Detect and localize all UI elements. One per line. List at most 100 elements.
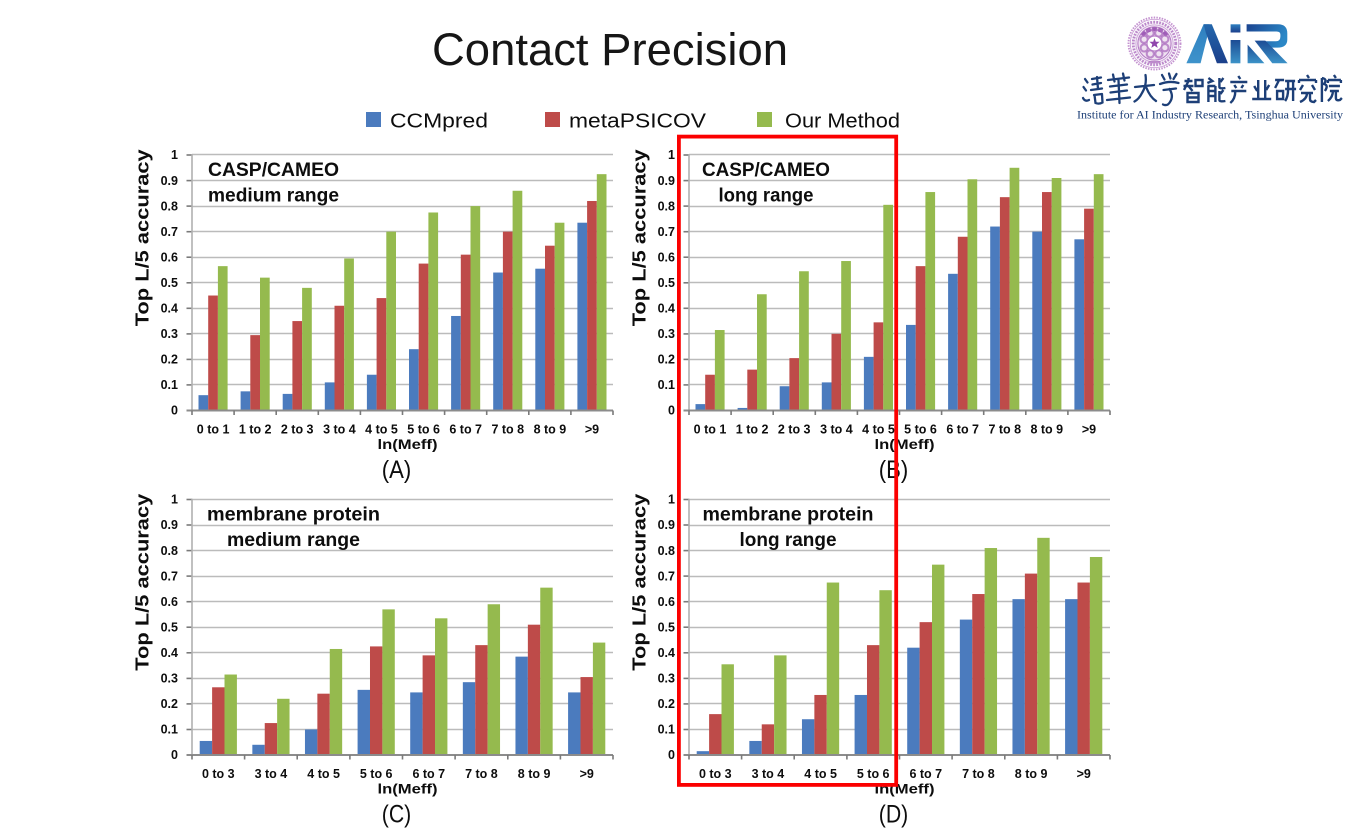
svg-text:8 to 9: 8 to 9 bbox=[1015, 767, 1048, 781]
svg-text:2 to 3: 2 to 3 bbox=[778, 423, 811, 437]
svg-text:6 to 7: 6 to 7 bbox=[412, 767, 445, 781]
svg-text:8 to 9: 8 to 9 bbox=[534, 423, 567, 437]
svg-text:0.9: 0.9 bbox=[161, 518, 178, 532]
svg-text:1: 1 bbox=[668, 148, 675, 162]
svg-text:0.2: 0.2 bbox=[161, 697, 178, 711]
svg-text:0.5: 0.5 bbox=[658, 621, 675, 635]
svg-text:0 to 1: 0 to 1 bbox=[197, 423, 230, 437]
svg-text:0.6: 0.6 bbox=[658, 595, 675, 609]
svg-text:0.2: 0.2 bbox=[658, 353, 675, 367]
svg-text:1 to 2: 1 to 2 bbox=[239, 423, 272, 437]
svg-text:0.3: 0.3 bbox=[658, 672, 675, 686]
svg-text:7 to 8: 7 to 8 bbox=[491, 423, 524, 437]
svg-text:0: 0 bbox=[668, 404, 675, 418]
svg-text:long range: long range bbox=[719, 185, 814, 207]
svg-text:0.1: 0.1 bbox=[658, 723, 675, 737]
svg-text:4 to 5: 4 to 5 bbox=[307, 767, 340, 781]
svg-text:0.9: 0.9 bbox=[161, 174, 178, 188]
svg-text:(C): (C) bbox=[382, 801, 412, 829]
svg-text:3 to 4: 3 to 4 bbox=[752, 767, 785, 781]
svg-text:0: 0 bbox=[668, 748, 675, 762]
svg-text:0.3: 0.3 bbox=[161, 327, 178, 341]
svg-text:Institute for AI Industry Rese: Institute for AI Industry Research, Tsin… bbox=[1077, 108, 1343, 122]
svg-text:0: 0 bbox=[171, 748, 178, 762]
svg-text:ln(Meff): ln(Meff) bbox=[378, 436, 438, 452]
svg-text:0.6: 0.6 bbox=[658, 250, 675, 264]
svg-text:0.4: 0.4 bbox=[658, 646, 675, 660]
svg-text:0.8: 0.8 bbox=[161, 544, 178, 558]
svg-text:5 to 6: 5 to 6 bbox=[904, 423, 937, 437]
svg-text:(D): (D) bbox=[879, 801, 909, 829]
svg-text:Contact Precision: Contact Precision bbox=[432, 24, 788, 75]
svg-text:CASP/CAMEO: CASP/CAMEO bbox=[208, 159, 339, 181]
svg-text:5 to 6: 5 to 6 bbox=[857, 767, 890, 781]
svg-text:2 to 3: 2 to 3 bbox=[281, 423, 314, 437]
svg-text:0.1: 0.1 bbox=[161, 723, 178, 737]
svg-text:0 to 1: 0 to 1 bbox=[694, 423, 727, 437]
svg-text:CASP/CAMEO: CASP/CAMEO bbox=[702, 159, 830, 181]
svg-text:8 to 9: 8 to 9 bbox=[1030, 423, 1063, 437]
svg-text:0.2: 0.2 bbox=[161, 353, 178, 367]
svg-text:long range: long range bbox=[740, 529, 837, 551]
svg-text:0.8: 0.8 bbox=[161, 199, 178, 213]
svg-text:0.4: 0.4 bbox=[658, 302, 675, 316]
svg-text:1: 1 bbox=[668, 493, 675, 507]
svg-text:0.7: 0.7 bbox=[161, 569, 178, 583]
svg-text:8 to 9: 8 to 9 bbox=[518, 767, 551, 781]
svg-text:4 to 5: 4 to 5 bbox=[862, 423, 895, 437]
svg-text:0.5: 0.5 bbox=[161, 621, 178, 635]
svg-text:6 to 7: 6 to 7 bbox=[946, 423, 979, 437]
svg-text:0.7: 0.7 bbox=[161, 225, 178, 239]
svg-text:CCMpred: CCMpred bbox=[390, 111, 488, 133]
svg-text:0.1: 0.1 bbox=[658, 378, 675, 392]
svg-text:7 to 8: 7 to 8 bbox=[962, 767, 995, 781]
svg-text:0 to 3: 0 to 3 bbox=[202, 767, 235, 781]
svg-text:0.2: 0.2 bbox=[658, 697, 675, 711]
svg-text:0.5: 0.5 bbox=[658, 276, 675, 290]
svg-text:1 to 2: 1 to 2 bbox=[736, 423, 769, 437]
svg-text:4 to 5: 4 to 5 bbox=[804, 767, 837, 781]
svg-text:membrane protein: membrane protein bbox=[207, 504, 380, 526]
svg-text:(A): (A) bbox=[382, 456, 412, 484]
svg-text:0.5: 0.5 bbox=[161, 276, 178, 290]
svg-text:7 to 8: 7 to 8 bbox=[988, 423, 1021, 437]
svg-text:3 to 4: 3 to 4 bbox=[820, 423, 853, 437]
svg-text:4 to 5: 4 to 5 bbox=[365, 423, 398, 437]
svg-text:3 to 4: 3 to 4 bbox=[323, 423, 356, 437]
svg-text:>9: >9 bbox=[1077, 767, 1091, 781]
svg-text:1: 1 bbox=[171, 148, 178, 162]
svg-text:Top L/5 accuracy: Top L/5 accuracy bbox=[132, 148, 153, 326]
svg-text:0 to 3: 0 to 3 bbox=[699, 767, 732, 781]
svg-text:membrane protein: membrane protein bbox=[703, 504, 874, 526]
svg-text:>9: >9 bbox=[1082, 423, 1096, 437]
svg-text:0.1: 0.1 bbox=[161, 378, 178, 392]
svg-text:Top L/5 accuracy: Top L/5 accuracy bbox=[629, 148, 650, 326]
svg-text:0.9: 0.9 bbox=[658, 174, 675, 188]
svg-text:>9: >9 bbox=[580, 767, 594, 781]
svg-text:Top L/5 accuracy: Top L/5 accuracy bbox=[132, 493, 153, 671]
svg-text:0.3: 0.3 bbox=[161, 672, 178, 686]
svg-text:0.8: 0.8 bbox=[658, 199, 675, 213]
svg-text:5 to 6: 5 to 6 bbox=[360, 767, 393, 781]
svg-text:0.4: 0.4 bbox=[161, 646, 178, 660]
svg-text:5 to 6: 5 to 6 bbox=[407, 423, 440, 437]
svg-text:>9: >9 bbox=[585, 423, 599, 437]
svg-text:0: 0 bbox=[171, 404, 178, 418]
svg-text:6 to 7: 6 to 7 bbox=[449, 423, 482, 437]
svg-text:1: 1 bbox=[171, 493, 178, 507]
svg-text:3 to 4: 3 to 4 bbox=[255, 767, 288, 781]
svg-text:6 to 7: 6 to 7 bbox=[909, 767, 942, 781]
svg-text:ln(Meff): ln(Meff) bbox=[378, 781, 438, 797]
svg-text:0.9: 0.9 bbox=[658, 518, 675, 532]
svg-text:0.6: 0.6 bbox=[161, 595, 178, 609]
svg-text:0.8: 0.8 bbox=[658, 544, 675, 558]
svg-text:0.3: 0.3 bbox=[658, 327, 675, 341]
svg-text:0.7: 0.7 bbox=[658, 569, 675, 583]
svg-text:medium range: medium range bbox=[227, 529, 360, 551]
svg-text:7 to 8: 7 to 8 bbox=[465, 767, 498, 781]
svg-text:0.7: 0.7 bbox=[658, 225, 675, 239]
svg-text:0.4: 0.4 bbox=[161, 302, 178, 316]
svg-text:0.6: 0.6 bbox=[161, 250, 178, 264]
svg-text:ln(Meff): ln(Meff) bbox=[875, 781, 935, 797]
svg-text:Our Method: Our Method bbox=[785, 111, 900, 133]
